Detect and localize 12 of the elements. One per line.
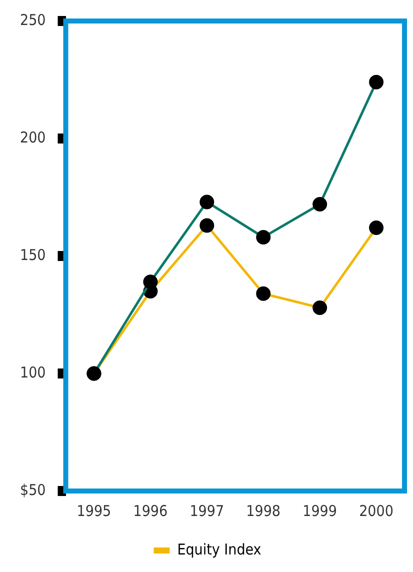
x-tick-label: 2000 <box>359 502 394 520</box>
y-tick-label: $50 <box>20 480 46 499</box>
y-tick-label: 200 <box>20 128 46 146</box>
x-tick-label: 1998 <box>246 502 281 520</box>
x-tick-label: 1997 <box>190 502 224 520</box>
x-tick-label: 1996 <box>133 502 168 520</box>
y-tick-label: 250 <box>20 10 46 29</box>
x-tick-label: 1995 <box>76 502 112 520</box>
legend-label: Equity Index <box>177 540 262 558</box>
x-tick-label: 1999 <box>302 502 337 520</box>
y-tick-label: 100 <box>20 363 46 382</box>
y-tick-label: 150 <box>20 246 46 264</box>
